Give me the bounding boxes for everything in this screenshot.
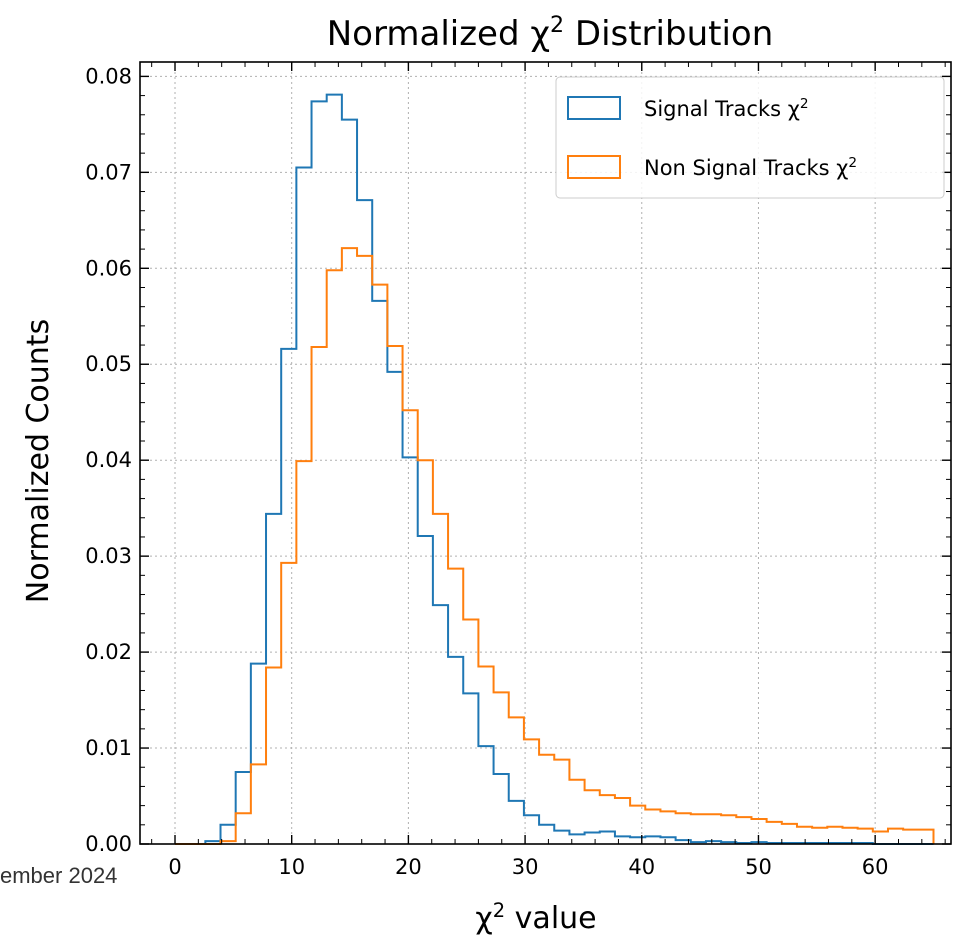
legend-swatch-signal bbox=[567, 96, 621, 120]
legend-label-signal: Signal Tracks χ2 bbox=[644, 96, 809, 121]
y-tick-label: 0.08 bbox=[85, 64, 132, 88]
chart-title: Normalized χ2 Distribution bbox=[327, 12, 774, 54]
x-axis-title: χ2 value bbox=[475, 899, 596, 937]
legend-label-non-signal: Non Signal Tracks χ2 bbox=[644, 155, 857, 180]
x-tick-label: 20 bbox=[395, 855, 422, 879]
x-tick-label: 0 bbox=[168, 855, 181, 879]
y-tick-label: 0.06 bbox=[85, 256, 132, 280]
y-tick-label: 0.00 bbox=[85, 832, 132, 856]
x-tick-label: 40 bbox=[628, 855, 655, 879]
legend-box bbox=[555, 76, 945, 199]
legend-swatch-non-signal bbox=[567, 155, 621, 179]
ticks bbox=[140, 62, 951, 845]
series-layer bbox=[175, 93, 935, 845]
y-tick-label: 0.02 bbox=[85, 640, 132, 664]
y-tick-label: 0.05 bbox=[85, 352, 132, 376]
y-axis-title: Normalized Counts bbox=[21, 319, 56, 603]
x-tick-label: 50 bbox=[745, 855, 772, 879]
x-tick-label: 30 bbox=[512, 855, 539, 879]
plot-frame bbox=[139, 61, 952, 845]
x-tick-label: 10 bbox=[278, 855, 305, 879]
non-signal-tracks-step-line bbox=[175, 247, 935, 845]
tick-labels: 0 10 20 30 40 50 60 0.00 0.01 0.02 0.03 0.04 0.05 0.0… bbox=[85, 64, 888, 879]
signal-tracks-step-line bbox=[175, 93, 934, 845]
footer-date-text: ember 2024 bbox=[0, 863, 117, 888]
x-tick-label: 60 bbox=[862, 855, 889, 879]
y-tick-label: 0.07 bbox=[85, 160, 132, 184]
y-tick-label: 0.01 bbox=[85, 736, 132, 760]
y-tick-label: 0.04 bbox=[85, 448, 132, 472]
legend: Signal Tracks χ2 Non Signal Tracks χ2 bbox=[555, 76, 945, 199]
y-tick-label: 0.03 bbox=[85, 544, 132, 568]
